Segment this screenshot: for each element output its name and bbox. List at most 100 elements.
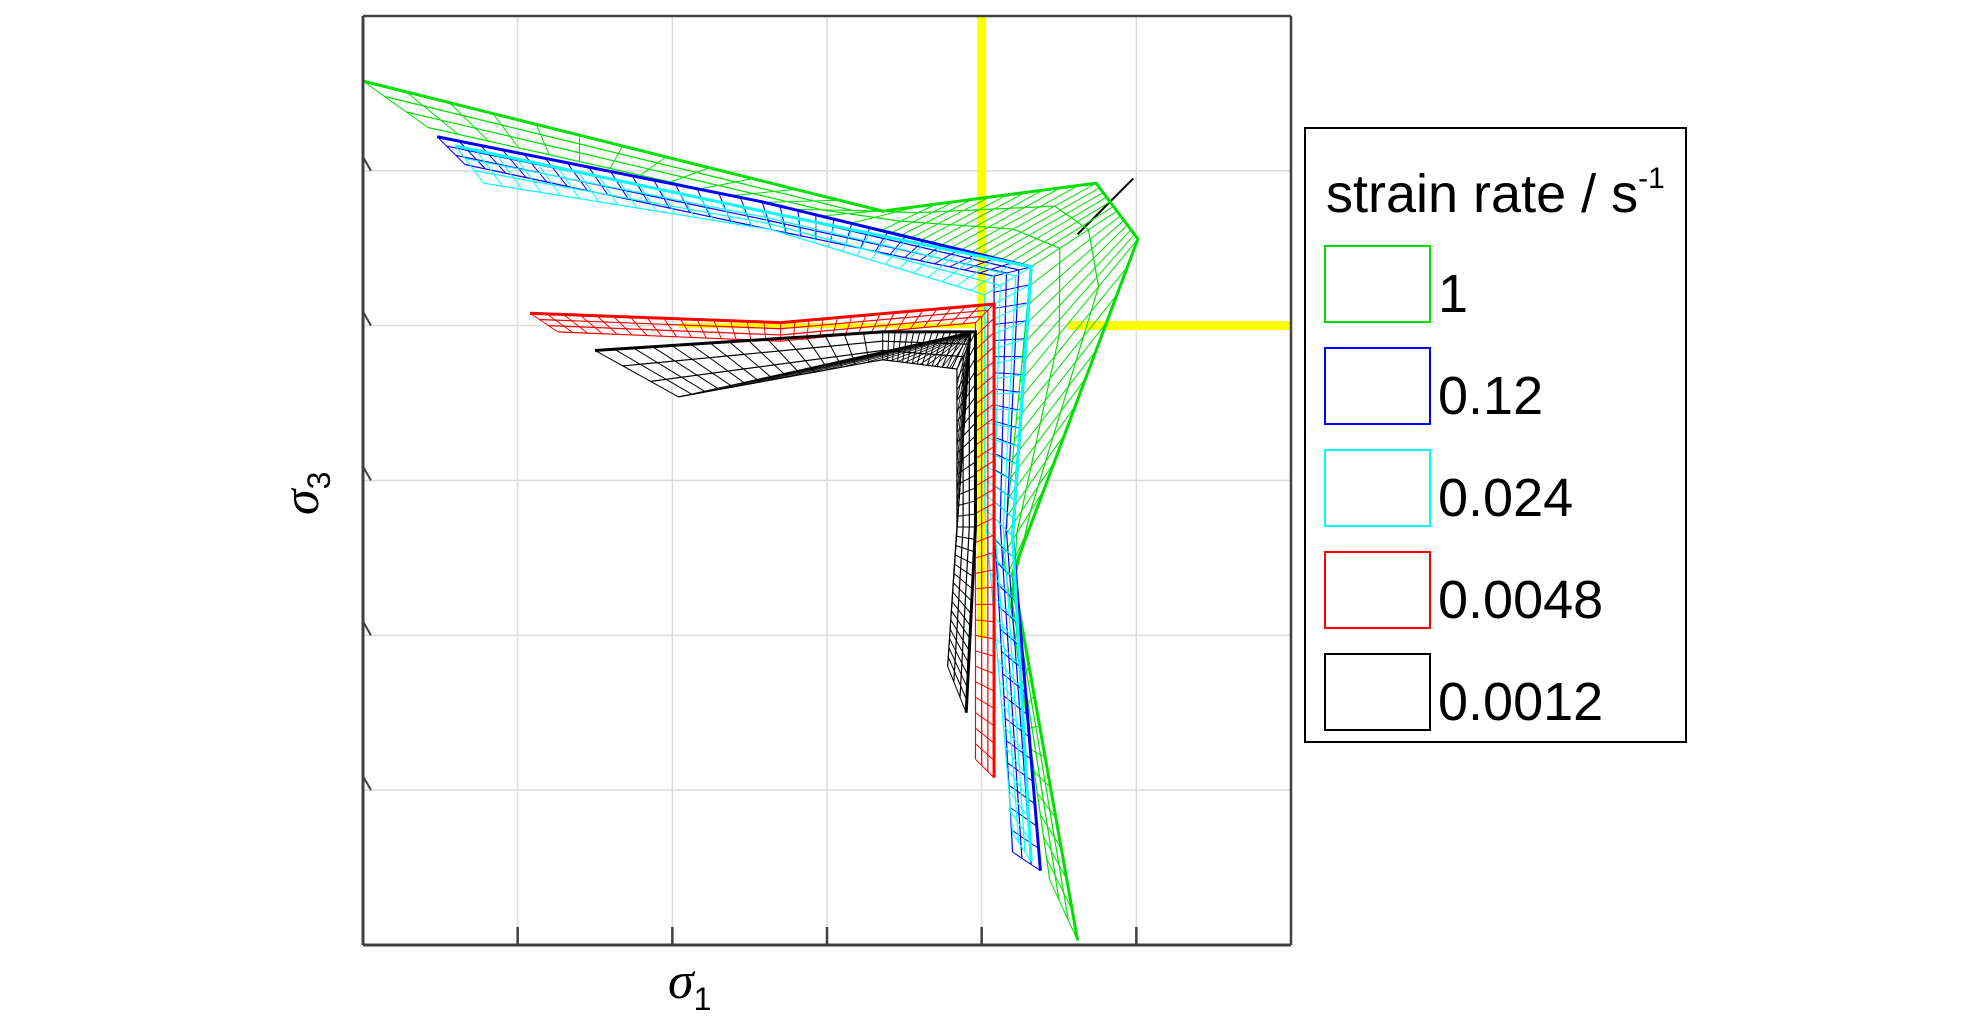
legend-label: 1: [1438, 264, 1468, 324]
mesh-fan-line: [956, 331, 972, 385]
mesh-line: [975, 474, 995, 487]
mesh-line: [1023, 229, 1132, 344]
x-axis-subscript: 1: [694, 981, 712, 1016]
mesh-line: [975, 488, 995, 501]
mesh-line: [975, 403, 995, 419]
mesh-line: [663, 317, 678, 338]
mesh-line: [941, 189, 1043, 245]
mesh-line: [975, 569, 995, 574]
mesh-fan-line: [897, 331, 971, 362]
mesh-line: [458, 140, 486, 170]
mesh-line: [961, 185, 1079, 250]
x-axis-label: σ1: [668, 953, 711, 1016]
mesh-line: [993, 388, 1023, 394]
mesh-line: [670, 167, 710, 183]
mesh-line: [975, 712, 995, 727]
mesh-line: [496, 154, 523, 190]
mesh-contour: [436, 135, 1042, 871]
mesh-line: [986, 529, 1015, 559]
mesh-line: [984, 422, 1021, 429]
mesh-line: [975, 534, 995, 543]
mesh-fan-line: [949, 331, 972, 369]
mesh-line: [1009, 807, 1038, 827]
mesh-line: [970, 262, 1014, 291]
mesh-contour: [455, 144, 1033, 862]
legend-box: [1304, 127, 1687, 743]
mesh-line: [991, 594, 1018, 624]
mesh-line: [884, 240, 906, 265]
mesh-line: [949, 638, 969, 676]
mesh-line: [902, 199, 972, 236]
mesh-line: [720, 202, 734, 224]
mesh-line: [679, 318, 692, 338]
mesh-contour: [594, 330, 977, 713]
axes-frame: [361, 14, 1293, 947]
mesh-line: [629, 316, 648, 336]
mesh-line: [842, 229, 853, 252]
mesh-line: [882, 203, 937, 231]
mesh-line: [954, 554, 974, 565]
mesh-line: [596, 315, 618, 335]
mesh-line: [971, 182, 1097, 253]
mesh-line: [1028, 215, 1121, 287]
mesh-line: [975, 374, 995, 392]
mesh-line: [1006, 740, 1032, 760]
mesh-line: [696, 319, 707, 339]
mesh-line: [653, 179, 670, 209]
mesh-line: [1040, 814, 1062, 849]
mesh-line: [1007, 762, 1034, 782]
mesh-line: [631, 175, 650, 204]
mesh-line: [1002, 489, 1045, 556]
legend-title-main: strain rate / s: [1326, 164, 1638, 224]
mesh-line: [613, 348, 693, 395]
mesh-line: [1012, 833, 1032, 862]
mesh-fan-line: [956, 331, 972, 370]
mesh-line: [741, 206, 753, 227]
legend-label: 0.024: [1438, 468, 1573, 528]
mesh-line: [516, 158, 542, 193]
mesh-fan-line: [956, 331, 972, 401]
mesh-fan-line: [941, 331, 972, 368]
mesh-fan-line: [889, 331, 971, 362]
mesh-line: [984, 356, 1026, 367]
mesh-line: [993, 404, 1022, 412]
mesh-fan-line: [904, 331, 972, 363]
mesh-line: [819, 318, 824, 338]
mesh-line: [936, 307, 952, 327]
mesh-line: [897, 311, 910, 331]
mesh-line: [950, 610, 971, 639]
mesh-line: [659, 189, 676, 215]
mesh-line: [923, 308, 938, 328]
mesh-line: [1020, 206, 1114, 265]
mesh-line: [813, 222, 817, 243]
mesh-line: [954, 563, 974, 577]
mesh-line: [492, 113, 520, 149]
mesh-line: [613, 316, 633, 336]
mesh-line: [1014, 322, 1107, 440]
y-axis-tick: [362, 311, 372, 327]
mesh-line: [577, 171, 600, 203]
mesh-line: [979, 262, 1014, 274]
mesh-line: [475, 150, 504, 187]
mesh-line: [975, 634, 995, 640]
mesh-line: [871, 313, 881, 333]
mesh-line: [975, 696, 995, 709]
mesh-line: [975, 303, 995, 323]
mesh-fan-line: [912, 331, 972, 364]
mesh-line: [956, 513, 976, 517]
mesh-line: [956, 422, 976, 444]
mesh-line: [952, 591, 972, 614]
mesh-line: [956, 500, 976, 507]
mesh-line: [962, 304, 981, 325]
mesh-contour: [529, 302, 996, 778]
mesh-line: [956, 487, 976, 496]
mesh-contour: [650, 349, 964, 682]
mesh-line: [501, 149, 527, 178]
mesh-line: [618, 180, 638, 209]
mesh-line: [845, 316, 853, 336]
mesh-line: [975, 517, 995, 528]
mesh-line: [993, 420, 1021, 429]
mesh-line: [951, 187, 1061, 248]
y-axis-subscript: 3: [301, 472, 337, 490]
mesh-contour: [678, 359, 958, 667]
